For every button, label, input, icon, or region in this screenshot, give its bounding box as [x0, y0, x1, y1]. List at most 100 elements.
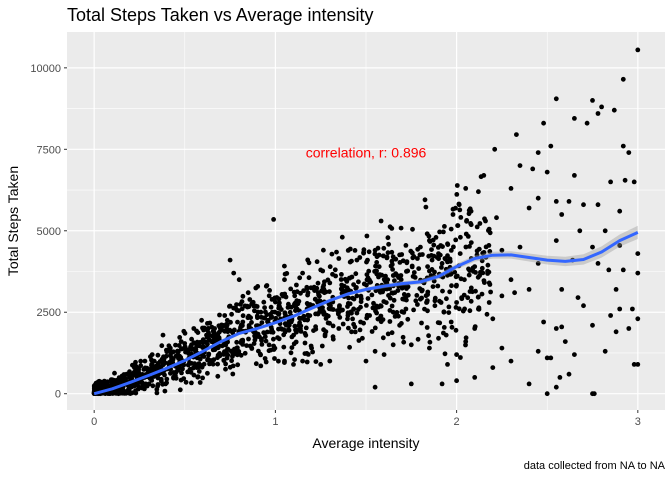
data-point: [291, 341, 297, 347]
data-point: [122, 374, 127, 380]
data-point: [599, 104, 604, 110]
data-point: [453, 305, 459, 310]
data-point: [312, 296, 318, 302]
data-point: [157, 359, 163, 364]
data-point: [300, 270, 305, 276]
data-point: [460, 308, 466, 314]
data-point: [464, 218, 470, 223]
data-point: [271, 217, 276, 222]
data-point: [180, 366, 185, 372]
data-point: [387, 295, 393, 301]
data-point: [486, 228, 491, 233]
data-point: [535, 150, 541, 156]
data-point: [269, 297, 275, 302]
data-point: [483, 218, 488, 224]
data-point: [155, 383, 161, 389]
data-point: [339, 282, 345, 288]
data-point: [129, 390, 135, 396]
data-point: [475, 294, 481, 300]
data-point: [398, 277, 404, 283]
data-point: [424, 231, 430, 237]
data-point: [424, 299, 430, 305]
data-point: [311, 328, 316, 333]
data-point: [189, 361, 195, 366]
data-point: [387, 308, 393, 313]
data-point: [344, 285, 350, 291]
data-point: [377, 289, 383, 295]
data-point: [465, 295, 471, 301]
data-point: [429, 253, 434, 258]
data-point: [424, 325, 430, 330]
data-point: [228, 319, 233, 325]
data-point: [415, 246, 421, 252]
data-point: [595, 261, 601, 266]
data-point: [390, 290, 396, 296]
data-point: [219, 343, 225, 349]
data-point: [275, 310, 281, 316]
data-point: [468, 240, 474, 246]
data-points: [91, 47, 641, 397]
data-point: [339, 272, 344, 277]
data-point: [391, 297, 397, 303]
data-point: [436, 335, 441, 341]
data-point: [499, 345, 505, 351]
data-point: [453, 237, 459, 243]
data-point: [410, 226, 415, 232]
data-point: [485, 262, 491, 268]
data-point: [508, 277, 514, 283]
data-point: [373, 308, 378, 314]
data-point: [247, 297, 253, 302]
data-point: [517, 163, 523, 169]
data-point: [234, 302, 239, 307]
data-point: [305, 292, 310, 298]
data-point: [435, 320, 441, 325]
data-point: [235, 362, 241, 368]
data-point: [544, 169, 550, 175]
data-point: [323, 329, 329, 335]
data-point: [261, 299, 267, 305]
data-point: [313, 359, 319, 364]
data-point: [456, 201, 462, 207]
data-point: [189, 380, 194, 386]
data-point: [635, 47, 641, 53]
data-point: [403, 243, 409, 248]
data-point: [302, 340, 308, 346]
data-point: [292, 293, 298, 299]
data-point: [485, 268, 490, 274]
data-point: [225, 329, 231, 335]
data-point: [173, 373, 178, 378]
data-point: [323, 316, 329, 321]
data-point: [119, 389, 125, 394]
data-point: [292, 301, 297, 307]
data-point: [352, 324, 358, 330]
data-point: [268, 304, 274, 310]
x-tick-label: 3: [635, 416, 641, 428]
data-point: [438, 243, 444, 248]
data-point: [363, 358, 369, 364]
data-point: [346, 325, 351, 331]
data-point: [462, 277, 467, 283]
data-point: [136, 371, 142, 377]
data-point: [234, 339, 240, 345]
data-point: [451, 244, 456, 250]
data-point: [240, 313, 246, 319]
data-point: [366, 268, 372, 274]
data-point: [364, 303, 369, 308]
data-point: [486, 300, 492, 305]
data-point: [620, 267, 626, 273]
data-point: [425, 289, 431, 295]
data-point: [347, 344, 352, 350]
data-point: [448, 271, 454, 277]
data-point: [345, 310, 351, 316]
data-point: [178, 339, 184, 344]
data-point: [613, 287, 619, 292]
data-point: [380, 335, 386, 341]
data-point: [635, 270, 641, 276]
data-point: [410, 255, 416, 261]
data-point: [133, 359, 138, 365]
data-point: [444, 296, 449, 302]
data-point: [183, 379, 189, 385]
data-point: [177, 335, 183, 340]
data-point: [443, 256, 448, 262]
y-axis-label: Total Steps Taken: [5, 166, 21, 276]
